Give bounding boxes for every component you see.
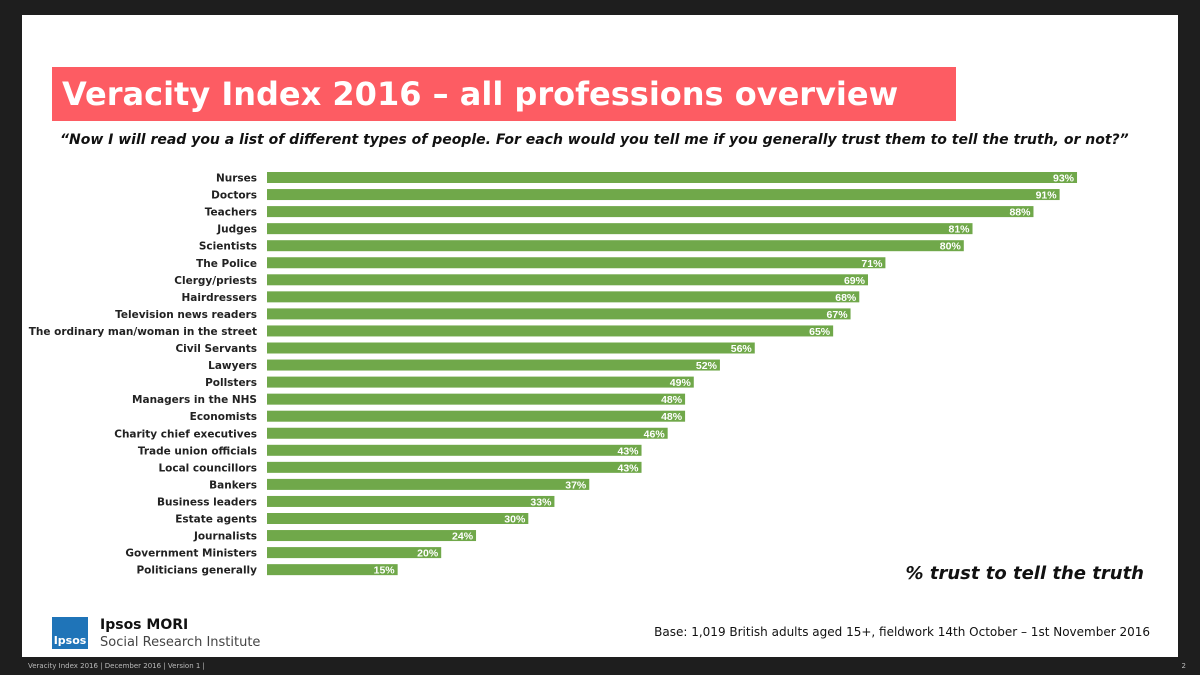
value-label: 71%	[861, 258, 883, 270]
bar	[267, 547, 442, 559]
bar	[267, 240, 964, 252]
category-label: Pollsters	[205, 377, 257, 389]
bar	[267, 325, 834, 337]
value-label: 43%	[618, 462, 640, 474]
bar	[267, 478, 590, 490]
value-label: 56%	[731, 343, 753, 355]
base-note: Base: 1,019 British adults aged 15+, fie…	[654, 625, 1150, 639]
value-label: 68%	[835, 292, 857, 304]
bar	[267, 172, 1078, 183]
bar	[267, 376, 694, 388]
bar	[267, 189, 1060, 201]
category-label: The Police	[196, 258, 257, 270]
category-label: Local councillors	[158, 462, 257, 474]
value-label: 46%	[644, 428, 666, 440]
category-label: Lawyers	[208, 360, 257, 372]
bar	[267, 495, 555, 507]
value-label: 37%	[565, 479, 587, 491]
bar	[267, 513, 529, 524]
bar	[267, 410, 686, 422]
category-label: Judges	[216, 224, 257, 236]
value-label: 81%	[948, 224, 970, 236]
category-label: The ordinary man/woman in the street	[29, 326, 257, 338]
bar	[267, 393, 686, 405]
category-label: Nurses	[216, 173, 257, 185]
bar	[267, 274, 868, 286]
value-label: 20%	[417, 548, 439, 560]
category-label: Television news readers	[115, 309, 257, 321]
value-label: 48%	[661, 411, 683, 423]
category-label: Trade union officials	[138, 445, 257, 457]
category-label: Journalists	[193, 531, 257, 543]
bar	[267, 564, 398, 576]
value-label: 69%	[844, 275, 866, 287]
bar	[267, 444, 642, 456]
brand-subtitle: Social Research Institute	[100, 635, 261, 650]
bar	[267, 223, 973, 235]
category-label: Economists	[190, 411, 257, 423]
category-label: Business leaders	[157, 496, 257, 508]
category-label: Politicians generally	[136, 565, 257, 577]
category-label: Charity chief executives	[114, 428, 257, 440]
slide-title: Veracity Index 2016 – all professions ov…	[62, 75, 899, 113]
value-label: 65%	[809, 326, 831, 338]
value-label: 52%	[696, 360, 718, 372]
bar	[267, 342, 755, 354]
value-label: 80%	[940, 241, 962, 253]
value-label: 49%	[670, 377, 692, 389]
category-label: Civil Servants	[175, 343, 257, 355]
category-label: Clergy/priests	[174, 275, 257, 287]
value-label: 88%	[1009, 207, 1031, 219]
value-label: 91%	[1036, 190, 1058, 202]
bar	[267, 530, 477, 542]
title-bar: Veracity Index 2016 – all professions ov…	[52, 67, 956, 121]
category-label: Managers in the NHS	[132, 394, 257, 406]
survey-question: “Now I will read you a list of different…	[60, 132, 1129, 148]
category-label: Doctors	[211, 190, 257, 202]
logo-text: Ipsos	[53, 634, 87, 647]
category-label: Government Ministers	[125, 548, 257, 560]
metric-label: % trust to tell the truth	[905, 563, 1144, 584]
bar	[267, 257, 886, 269]
bar	[267, 308, 851, 320]
value-label: 67%	[827, 309, 849, 321]
value-label: 93%	[1053, 173, 1075, 185]
value-label: 30%	[504, 514, 526, 526]
bar	[267, 291, 860, 303]
bar	[267, 427, 668, 439]
value-label: 48%	[661, 394, 683, 406]
value-label: 43%	[618, 445, 640, 457]
category-label: Hairdressers	[181, 292, 257, 304]
value-label: 33%	[530, 496, 552, 508]
category-label: Scientists	[199, 241, 257, 253]
footer-text: Veracity Index 2016 | December 2016 | Ve…	[28, 662, 205, 670]
bar	[267, 206, 1034, 218]
page-number: 2	[1181, 662, 1186, 670]
slide: Veracity Index 2016 – all professions ov…	[22, 15, 1178, 657]
value-label: 15%	[374, 565, 396, 577]
bar	[267, 359, 720, 371]
bar	[267, 461, 642, 473]
category-label: Bankers	[209, 479, 257, 491]
value-label: 24%	[452, 531, 474, 543]
brand-name: Ipsos MORI	[100, 617, 189, 633]
ipsos-logo-icon: Ipsos	[52, 617, 88, 649]
category-label: Estate agents	[175, 514, 257, 526]
category-label: Teachers	[205, 207, 257, 219]
